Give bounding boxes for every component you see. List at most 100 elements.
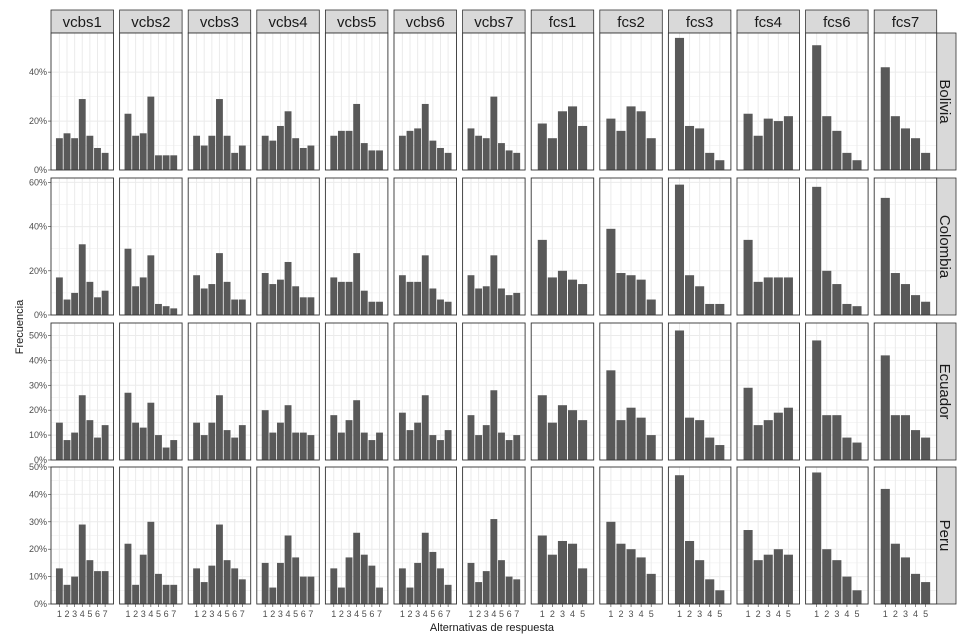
x-tick-label: 4	[639, 609, 644, 619]
x-tick-label: 3	[834, 609, 839, 619]
x-tick-label: 4	[913, 609, 918, 619]
facet-panel	[462, 322, 526, 461]
bar	[578, 284, 588, 315]
y-tick-label: 40%	[29, 67, 47, 77]
bar	[537, 239, 547, 315]
bar	[292, 432, 300, 460]
facet-panel	[873, 32, 938, 171]
bar	[200, 435, 208, 460]
x-tick-label: 4	[776, 609, 781, 619]
bar	[200, 288, 208, 315]
panel-border	[530, 322, 595, 461]
x-tick-label: 4	[423, 609, 428, 619]
bar	[216, 395, 223, 460]
bar	[94, 571, 101, 604]
bar	[646, 299, 656, 315]
facet-strip-label: vcbs3	[200, 14, 239, 31]
panel-border	[187, 177, 252, 316]
panel-border	[736, 177, 800, 316]
x-tick-label: 1	[331, 609, 336, 619]
bar	[852, 160, 862, 170]
bar	[216, 99, 223, 170]
bar	[261, 135, 269, 170]
bar	[398, 135, 406, 170]
y-tick-label: 40%	[29, 489, 47, 499]
bar	[238, 579, 246, 604]
bar	[537, 395, 547, 460]
x-tick-label: 6	[438, 609, 443, 619]
bar	[139, 427, 147, 460]
bar	[406, 281, 414, 315]
bar	[269, 432, 277, 460]
bar	[626, 549, 636, 604]
bar	[368, 150, 376, 170]
bar	[155, 155, 162, 170]
bar	[783, 277, 793, 315]
bar	[900, 128, 910, 170]
bar	[505, 295, 513, 315]
x-tick-label: 2	[407, 609, 412, 619]
bar	[783, 554, 793, 604]
panel-border	[324, 32, 389, 171]
facet-panel	[462, 466, 526, 605]
facet-panel	[324, 322, 389, 461]
bar	[616, 273, 626, 315]
facet-strip-label: Colombia	[936, 215, 953, 279]
bar	[626, 106, 636, 170]
bar	[705, 303, 715, 315]
y-tick-label: 40%	[29, 222, 47, 232]
panel-border	[393, 322, 457, 461]
bar	[353, 400, 361, 460]
bar	[55, 277, 63, 315]
bar	[376, 150, 383, 170]
bar	[921, 437, 931, 460]
y-tick-label: 20%	[29, 544, 47, 554]
bar	[444, 301, 452, 315]
x-tick-label: 6	[301, 609, 306, 619]
bar	[674, 184, 685, 315]
bar	[482, 425, 490, 460]
bar	[216, 253, 223, 315]
bar	[284, 535, 292, 604]
bar	[437, 440, 444, 460]
bar	[467, 415, 475, 460]
facet-panel	[805, 466, 869, 605]
bar	[398, 275, 406, 315]
bar	[475, 135, 483, 170]
bar	[78, 99, 86, 170]
y-tick-label: 10%	[29, 572, 47, 582]
bar	[743, 239, 753, 315]
x-tick-label: 2	[687, 609, 692, 619]
bar	[299, 576, 307, 604]
bar	[498, 143, 505, 170]
panel-border	[324, 322, 389, 461]
bar	[482, 286, 490, 315]
bar	[86, 420, 94, 460]
bar	[94, 437, 101, 460]
panel-border	[599, 177, 663, 316]
bar	[94, 297, 101, 315]
bar	[398, 568, 406, 604]
bar	[414, 422, 422, 460]
y-tick-label: 60%	[29, 177, 47, 187]
bar	[498, 560, 505, 604]
bar	[842, 152, 852, 170]
bar	[490, 96, 498, 170]
facet-panel	[736, 32, 800, 171]
x-tick-label: 1	[57, 609, 62, 619]
bar	[337, 130, 345, 170]
bar	[299, 297, 307, 315]
bar	[900, 415, 910, 460]
bar	[269, 284, 277, 315]
bar	[162, 447, 170, 460]
bar	[231, 299, 239, 315]
x-tick-label: 2	[550, 609, 555, 619]
bar	[421, 103, 429, 170]
facet-strip-label: fcs1	[549, 14, 577, 31]
x-tick-label: 7	[377, 609, 382, 619]
x-tick-label: 2	[270, 609, 275, 619]
bar	[101, 152, 109, 170]
bar	[547, 422, 557, 460]
bar	[193, 275, 201, 315]
